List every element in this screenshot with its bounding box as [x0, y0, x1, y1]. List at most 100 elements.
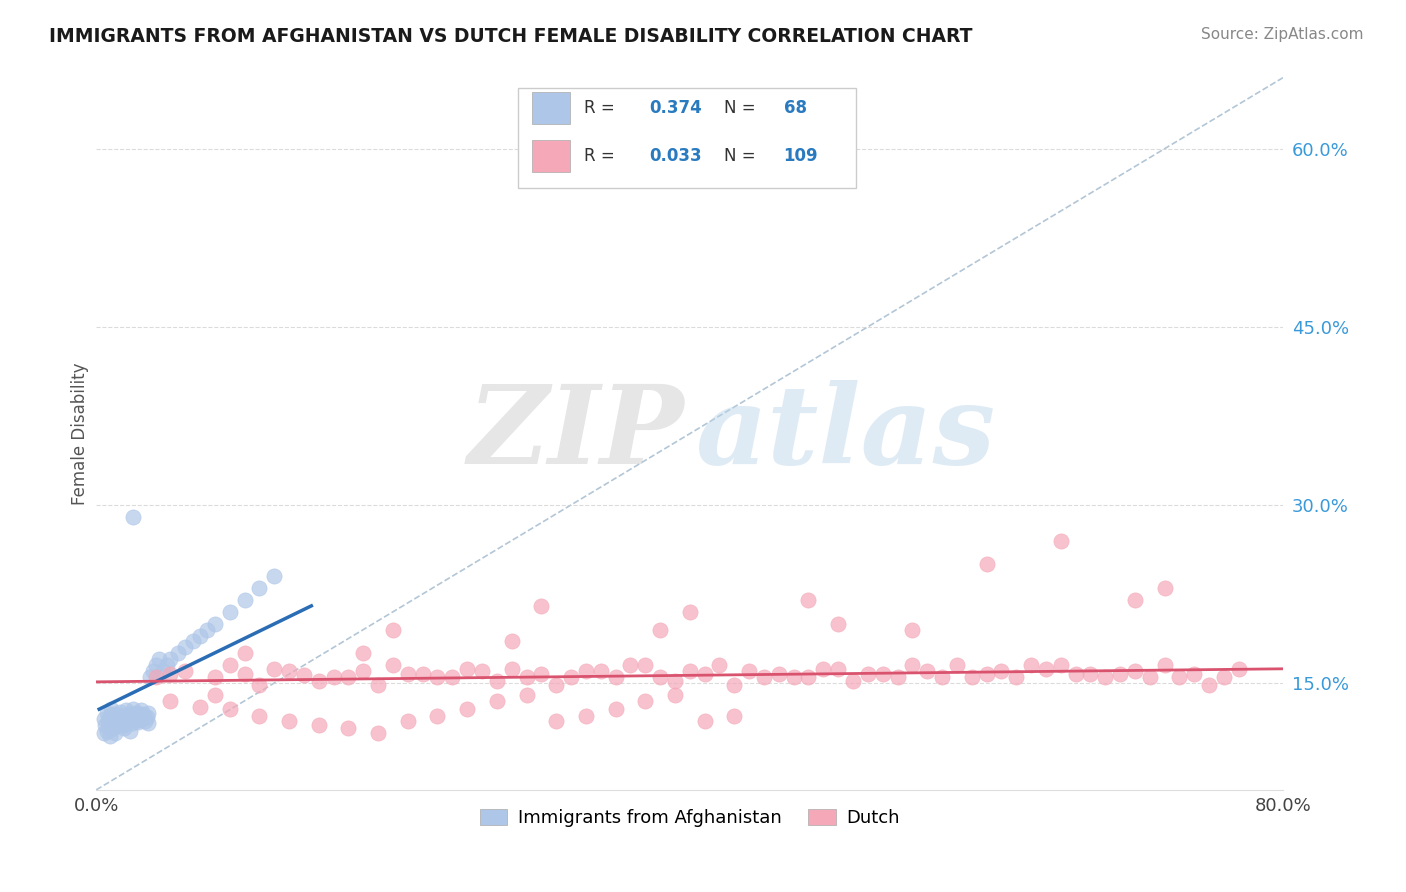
- Point: [103, 715, 125, 730]
- Point: [159, 666, 181, 681]
- Text: Source: ZipAtlas.com: Source: ZipAtlas.com: [1201, 27, 1364, 42]
- Point: [827, 662, 849, 676]
- Text: 0.374: 0.374: [650, 99, 702, 117]
- Text: R =: R =: [583, 147, 614, 165]
- Point: [352, 664, 374, 678]
- Point: [98, 730, 121, 744]
- Point: [135, 710, 157, 724]
- Point: [127, 709, 149, 723]
- Text: R =: R =: [583, 99, 614, 117]
- Point: [1153, 581, 1175, 595]
- Point: [278, 664, 301, 678]
- Point: [679, 664, 702, 678]
- Point: [101, 721, 124, 735]
- Point: [131, 712, 153, 726]
- Point: [396, 666, 419, 681]
- Point: [605, 702, 627, 716]
- Point: [738, 664, 761, 678]
- Point: [813, 662, 835, 676]
- Point: [546, 678, 568, 692]
- Point: [98, 709, 121, 723]
- Point: [1064, 666, 1087, 681]
- Point: [145, 658, 167, 673]
- Point: [308, 673, 330, 688]
- Point: [188, 699, 211, 714]
- Point: [166, 646, 188, 660]
- Point: [396, 714, 419, 728]
- Point: [1198, 678, 1220, 692]
- Point: [156, 658, 179, 673]
- Point: [136, 706, 159, 720]
- Point: [1123, 593, 1146, 607]
- Point: [872, 666, 894, 681]
- Point: [634, 658, 657, 673]
- Point: [1019, 658, 1042, 673]
- Point: [382, 658, 405, 673]
- Point: [278, 714, 301, 728]
- Point: [115, 703, 138, 717]
- Point: [515, 670, 537, 684]
- Text: 0.033: 0.033: [650, 147, 702, 165]
- Point: [1109, 666, 1132, 681]
- Bar: [531, 92, 569, 124]
- Point: [723, 678, 745, 692]
- Point: [693, 666, 716, 681]
- Point: [100, 702, 122, 716]
- Point: [664, 688, 686, 702]
- Point: [94, 717, 117, 731]
- Point: [107, 717, 129, 731]
- Point: [125, 706, 148, 720]
- Point: [648, 623, 671, 637]
- Point: [136, 716, 159, 731]
- Point: [648, 670, 671, 684]
- Point: [515, 688, 537, 702]
- Point: [946, 658, 969, 673]
- Point: [485, 673, 508, 688]
- Point: [679, 605, 702, 619]
- Point: [1168, 670, 1191, 684]
- Point: [575, 709, 598, 723]
- Legend: Immigrants from Afghanistan, Dutch: Immigrants from Afghanistan, Dutch: [472, 802, 907, 834]
- Point: [110, 714, 132, 728]
- Point: [501, 662, 523, 676]
- Point: [233, 666, 256, 681]
- Text: atlas: atlas: [696, 380, 995, 487]
- Text: 109: 109: [783, 147, 818, 165]
- Point: [111, 709, 134, 723]
- Point: [134, 714, 156, 728]
- Point: [931, 670, 953, 684]
- Point: [204, 670, 226, 684]
- Point: [915, 664, 938, 678]
- Point: [117, 713, 139, 727]
- Point: [901, 658, 924, 673]
- Point: [1080, 666, 1102, 681]
- Point: [132, 708, 155, 723]
- Point: [1213, 670, 1236, 684]
- Point: [619, 658, 641, 673]
- Point: [901, 623, 924, 637]
- Point: [138, 670, 160, 684]
- Point: [797, 593, 820, 607]
- Point: [709, 658, 731, 673]
- Point: [768, 666, 790, 681]
- Point: [1123, 664, 1146, 678]
- Point: [471, 664, 494, 678]
- Point: [96, 723, 118, 738]
- Point: [263, 662, 285, 676]
- Point: [382, 623, 405, 637]
- Point: [142, 664, 165, 678]
- Point: [218, 702, 240, 716]
- Point: [1182, 666, 1205, 681]
- Point: [96, 706, 118, 720]
- Point: [530, 599, 553, 613]
- Point: [174, 664, 197, 678]
- Point: [233, 593, 256, 607]
- Point: [589, 664, 612, 678]
- Point: [693, 714, 716, 728]
- Point: [501, 634, 523, 648]
- Point: [145, 670, 167, 684]
- Point: [1049, 658, 1071, 673]
- Point: [249, 581, 271, 595]
- Point: [367, 726, 389, 740]
- Point: [181, 634, 204, 648]
